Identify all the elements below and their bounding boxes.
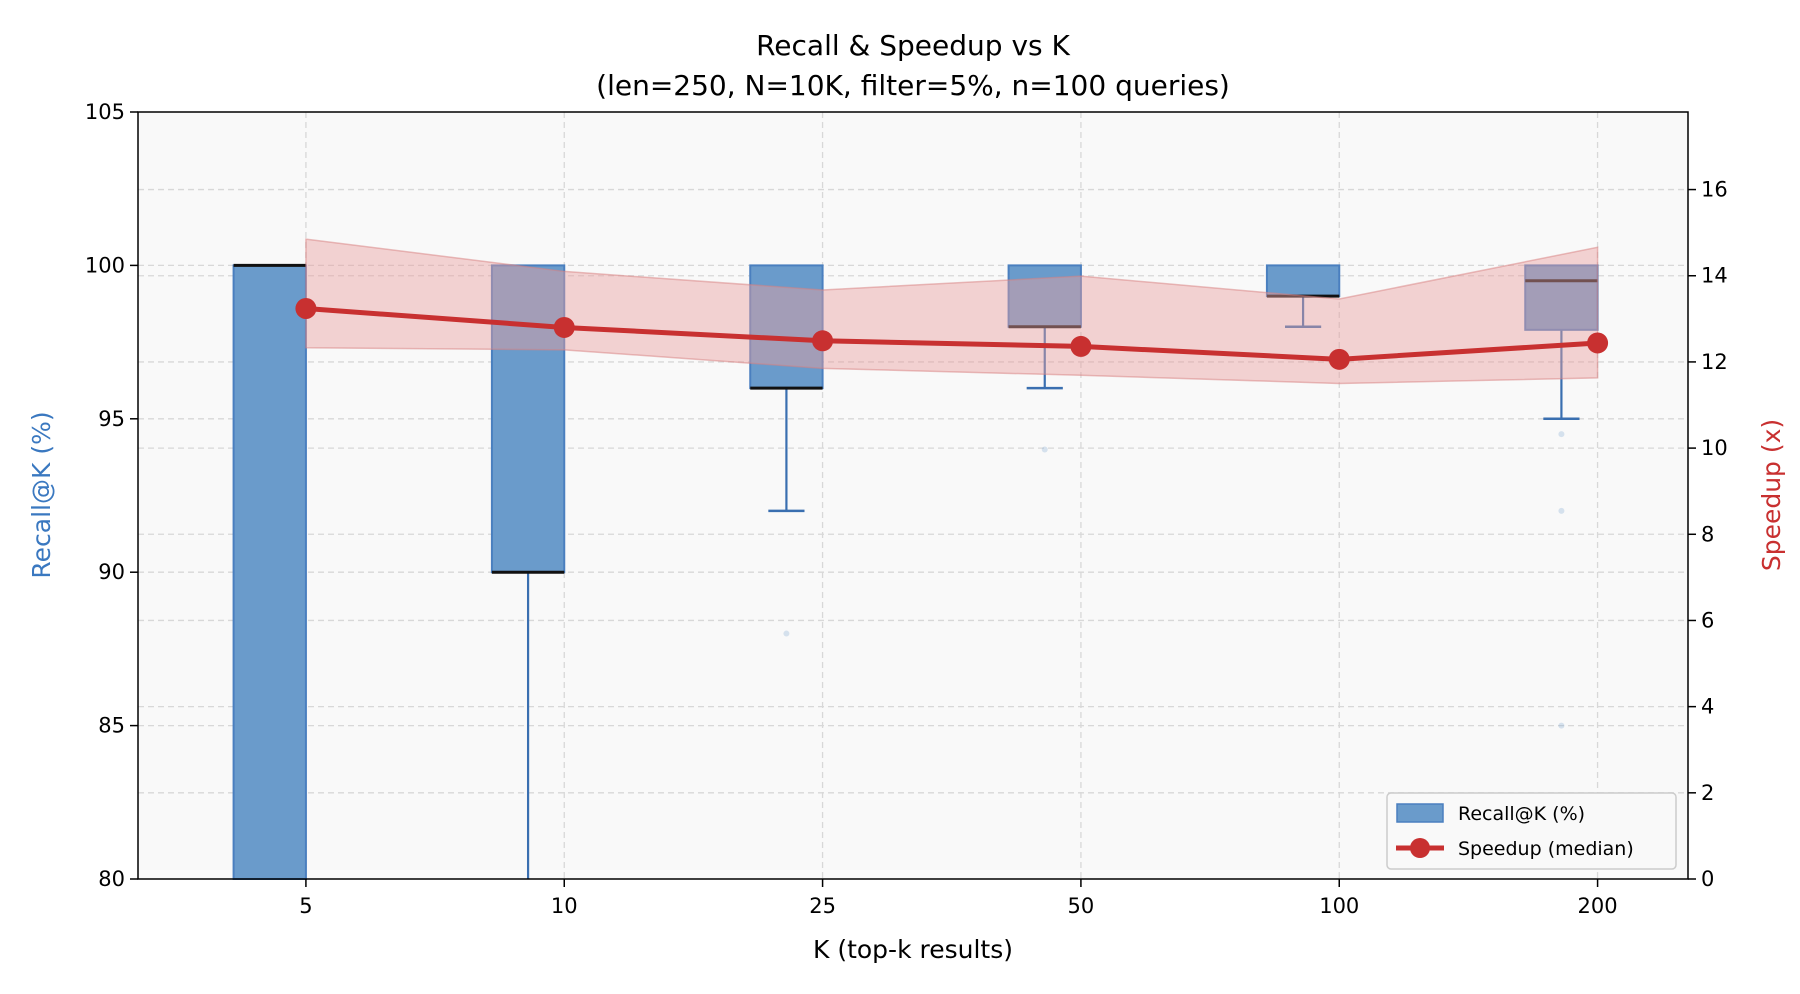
speedup-point: [812, 330, 834, 352]
y-left-tick-label: 80: [98, 867, 125, 891]
recall-boxes: [232, 263, 1599, 880]
y-left-tick-label: 95: [98, 407, 125, 431]
speedup-line: [295, 297, 1609, 370]
y-right-tick-label: 16: [1701, 178, 1728, 202]
speedup-point: [1070, 335, 1092, 357]
flier: [1558, 431, 1565, 438]
x-tick-label: 10: [551, 894, 578, 918]
speedup-point: [553, 316, 575, 338]
y-right-tick-label: 6: [1701, 608, 1714, 632]
speedup-point: [1587, 332, 1609, 354]
y-right-tick-label: 0: [1701, 867, 1714, 891]
legend-speedup-marker: [1410, 838, 1430, 858]
recall-box: [1265, 264, 1341, 298]
x-tick-label: 50: [1068, 894, 1095, 918]
plot-frame: [137, 111, 1689, 880]
y-axis-right-label: Speedup (x): [1757, 419, 1786, 571]
recall-box: [1007, 264, 1082, 328]
speedup-point: [295, 297, 317, 319]
legend-frame: [1386, 792, 1677, 870]
flier: [1558, 507, 1565, 514]
y-right-tick-label: 8: [1701, 522, 1714, 546]
flier: [1041, 446, 1048, 453]
speedup-band: [305, 238, 1599, 385]
recall-box: [1524, 264, 1599, 331]
y-left-tick-label: 90: [98, 560, 125, 584]
flier: [783, 630, 790, 637]
legend-recall-label: Recall@K (%): [1458, 803, 1585, 825]
chart-title: Recall & Speedup vs K: [756, 29, 1070, 62]
chart-subtitle: (len=250, N=10K, filter=5%, n=100 querie…: [596, 69, 1230, 102]
speedup-iqr-band: [305, 238, 1599, 385]
x-axis-label: K (top-k results): [813, 935, 1013, 964]
y-right-tick-label: 4: [1701, 695, 1714, 719]
legend-speedup-label: Speedup (median): [1458, 838, 1634, 860]
y-left-tick-label: 105: [85, 100, 125, 124]
recall-box: [232, 264, 307, 880]
x-tick-label: 25: [809, 894, 836, 918]
y-right-tick-label: 10: [1701, 436, 1728, 460]
speedup-median-line: [305, 305, 1598, 362]
plot-area: [138, 112, 1688, 879]
speedup-point: [1328, 348, 1350, 370]
ticks: 5 10 25 50 100 200 80 85 90 95 100 105 0 2 4 6 8 10 12 14 16: [85, 100, 1728, 918]
recall-box: [490, 264, 566, 574]
x-tick-label: 100: [1319, 894, 1359, 918]
y-left-tick-label: 100: [85, 253, 125, 277]
y-left-tick-label: 85: [98, 714, 125, 738]
y-right-tick-label: 14: [1701, 264, 1728, 288]
x-tick-label: 5: [299, 894, 312, 918]
y-right-tick-label: 2: [1701, 781, 1714, 805]
y-axis-left-label: Recall@K (%): [27, 411, 56, 578]
x-tick-label: 200: [1578, 894, 1618, 918]
y-right-tick-label: 12: [1701, 350, 1728, 374]
legend: Recall@K (%) Speedup (median): [1386, 792, 1677, 870]
flier: [1558, 722, 1565, 729]
legend-recall-swatch: [1396, 803, 1444, 823]
